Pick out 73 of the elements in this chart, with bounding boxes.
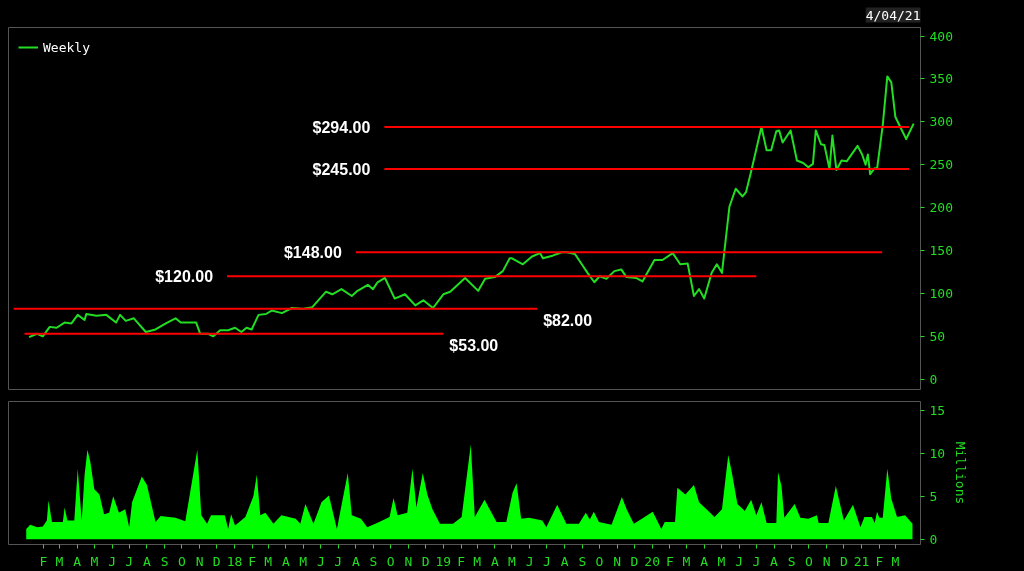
x-tick-label: S [578, 553, 587, 569]
annotation: $120.00 [155, 267, 214, 285]
x-tick-label: 21 [853, 553, 870, 569]
x-tick-label: J [108, 553, 116, 569]
x-tick-label: O [177, 553, 186, 569]
x-tick-label: M [264, 553, 273, 569]
x-tick-label: M [891, 553, 900, 569]
x-tick-label: A [560, 553, 569, 569]
x-tick-label: D [839, 553, 848, 569]
x-tick-label: F [457, 553, 466, 569]
x-tick-label: N [404, 553, 413, 569]
x-tick-label: D [630, 553, 639, 569]
x-tick-label: S [369, 553, 378, 569]
x-tick-label: J [125, 553, 134, 569]
y-tick-label: 5 [929, 488, 938, 504]
y-tick-label: 0 [929, 531, 938, 547]
y-tick-label: 250 [929, 157, 953, 173]
x-tick-label: A [73, 553, 82, 569]
x-tick-label: M [90, 553, 99, 569]
x-tick-label: F [665, 553, 674, 569]
annotation: $245.00 [312, 160, 371, 178]
x-tick-label: 20 [644, 553, 660, 569]
x-tick-label: S [787, 553, 796, 569]
x-tick-label: J [525, 553, 534, 569]
x-tick-label: J [316, 553, 325, 569]
x-tick-label: J [735, 553, 744, 569]
x-tick-label: M [299, 553, 308, 569]
x-tick-label: M [473, 553, 482, 569]
annotation: $294.00 [312, 118, 371, 136]
x-tick-label: N [613, 553, 622, 569]
y-tick-label: 10 [929, 445, 946, 461]
y-axis-title: Millions [953, 441, 969, 505]
x-tick-label: J [542, 553, 551, 569]
annotation: $148.00 [283, 243, 342, 261]
y-tick-label: 300 [929, 114, 953, 130]
y-tick-label: 15 [929, 402, 946, 418]
x-tick-label: 19 [435, 553, 452, 569]
x-tick-label: D [421, 553, 430, 569]
chart-subtitle: 4/04/21 [865, 7, 921, 23]
y-tick-label: 50 [929, 328, 946, 344]
x-tick-label: F [248, 553, 257, 569]
y-tick-label: 350 [929, 71, 953, 87]
x-tick-label: A [700, 553, 709, 569]
x-tick-label: F [875, 553, 884, 569]
x-tick-label: A [282, 553, 291, 569]
line-series [28, 75, 915, 339]
x-tick-label: O [805, 553, 814, 569]
x-tick-label: N [822, 553, 831, 569]
x-tick-label: M [682, 553, 691, 569]
x-tick-label: M [55, 553, 64, 569]
x-tick-label: J [752, 553, 761, 569]
x-tick-label: O [595, 553, 604, 569]
x-tick-label: F [39, 553, 48, 569]
x-tick-label: D [212, 553, 221, 569]
x-tick-label: 18 [226, 553, 243, 569]
x-tick-label: A [351, 553, 360, 569]
x-tick-label: A [143, 553, 152, 569]
x-tick-label: N [195, 553, 204, 569]
legend-label: Weekly [43, 39, 90, 55]
x-tick-label: J [334, 553, 342, 569]
annotation: $53.00 [449, 337, 499, 355]
x-tick-label: M [508, 553, 517, 569]
y-tick-label: 200 [929, 200, 953, 216]
x-tick-label: A [490, 553, 499, 569]
y-tick-label: 400 [929, 28, 953, 44]
annotation: $82.00 [543, 312, 593, 330]
x-tick-label: M [717, 553, 726, 569]
x-tick-label: A [770, 553, 779, 569]
y-tick-label: 0 [929, 371, 938, 387]
y-tick-label: 150 [929, 243, 953, 259]
x-tick-label: O [386, 553, 395, 569]
x-tick-label: S [160, 553, 169, 569]
y-tick-label: 100 [929, 285, 953, 301]
